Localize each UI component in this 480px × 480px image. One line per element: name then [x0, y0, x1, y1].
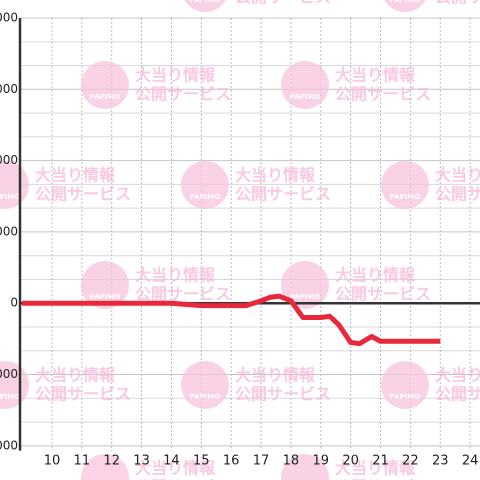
watermark-line2: 公開サービス — [135, 285, 231, 304]
watermark-line2: 公開サービス — [435, 385, 480, 404]
watermark-line1: 大当り情報 — [35, 366, 116, 385]
x-tick-label: 21 — [372, 454, 389, 469]
watermark-circle — [181, 161, 229, 209]
watermark-brand: PAPIMO — [190, 193, 221, 201]
watermark-circle — [0, 161, 29, 209]
watermark-circle — [0, 361, 29, 409]
watermark-circle — [184, 0, 226, 12]
y-tick-label: 9,000 — [0, 82, 18, 96]
watermark-line1: 大当り情報 — [135, 459, 216, 478]
watermark-line2: 公開サービス — [235, 0, 331, 7]
watermark-line2: 公開サービス — [335, 478, 431, 480]
watermark-circle — [181, 361, 229, 409]
watermark-circle — [81, 454, 129, 480]
x-tick-label: 15 — [193, 454, 210, 469]
watermark-circle — [381, 361, 429, 409]
x-tick-label: 20 — [342, 454, 359, 469]
watermark-circle — [281, 61, 329, 109]
watermark-circle — [281, 454, 329, 480]
watermark-line2: 公開サービス — [235, 385, 331, 404]
y-tick-label: 6,000 — [0, 153, 18, 167]
watermark-line2: 公開サービス — [135, 478, 231, 480]
x-tick-label: 13 — [133, 454, 150, 469]
watermark-line2: 公開サービス — [35, 385, 131, 404]
y-tick-label: -3,000 — [0, 367, 18, 381]
x-tick-label: 17 — [253, 454, 270, 469]
x-tick-label: 23 — [432, 454, 449, 469]
x-tick-label: 22 — [402, 454, 419, 469]
watermark-line2: 公開サービス — [435, 0, 480, 7]
watermark-line1: 大当り情報 — [235, 166, 316, 185]
watermark-line1: 大当り情報 — [235, 366, 316, 385]
watermark-brand: PAPIMO — [90, 93, 121, 101]
x-tick-label: 24 — [462, 454, 479, 469]
watermark-circle — [81, 61, 129, 109]
watermark-line2: 公開サービス — [35, 185, 131, 204]
watermark-brand: PAPIMO — [390, 393, 421, 401]
x-tick-label: 14 — [163, 454, 180, 469]
watermark-brand: PAPIMO — [190, 393, 221, 401]
watermark-line1: 大当り情報 — [35, 166, 116, 185]
data-line — [22, 293, 441, 347]
watermark-brand: PAPIMO — [290, 93, 321, 101]
watermark-line2: 公開サービス — [435, 185, 480, 204]
watermark-line1: 大当り情報 — [335, 266, 416, 285]
watermark-line1: 大当り情報 — [435, 366, 480, 385]
y-tick-label: 12,000 — [0, 11, 18, 25]
watermark-line2: 公開サービス — [135, 85, 231, 104]
x-tick-label: 11 — [74, 454, 91, 469]
watermark-line1: 大当り情報 — [335, 66, 416, 85]
watermark-line1: 大当り情報 — [335, 459, 416, 478]
watermark-brand: PAPIMO — [0, 193, 20, 201]
y-tick-label: 0 — [10, 296, 18, 310]
watermark-circle — [81, 261, 129, 309]
watermark-brand: PAPIMO — [390, 193, 421, 201]
watermark-circle — [384, 0, 426, 12]
x-tick-label: 19 — [313, 454, 330, 469]
watermark-brand: PAPIMO — [0, 393, 20, 401]
watermark-line1: 大当り情報 — [435, 166, 480, 185]
y-tick-label: -6,000 — [0, 438, 18, 452]
y-tick-label: 3,000 — [0, 224, 18, 238]
watermark-brand: PAPIMO — [190, 0, 221, 4]
watermark-line1: 大当り情報 — [135, 66, 216, 85]
x-tick-label: 12 — [103, 454, 120, 469]
x-tick-label: 10 — [44, 454, 61, 469]
watermark-line2: 公開サービス — [335, 85, 431, 104]
x-tick-label: 16 — [223, 454, 240, 469]
watermark-circle — [281, 261, 329, 309]
watermark-brand: PAPIMO — [90, 293, 121, 301]
watermark-circle — [381, 161, 429, 209]
watermark-line2: 公開サービス — [335, 285, 431, 304]
watermark-brand: PAPIMO — [290, 293, 321, 301]
watermark-line2: 公開サービス — [235, 185, 331, 204]
watermark-line1: 大当り情報 — [135, 266, 216, 285]
x-tick-label: 18 — [283, 454, 300, 469]
watermark-brand: PAPIMO — [390, 0, 421, 4]
